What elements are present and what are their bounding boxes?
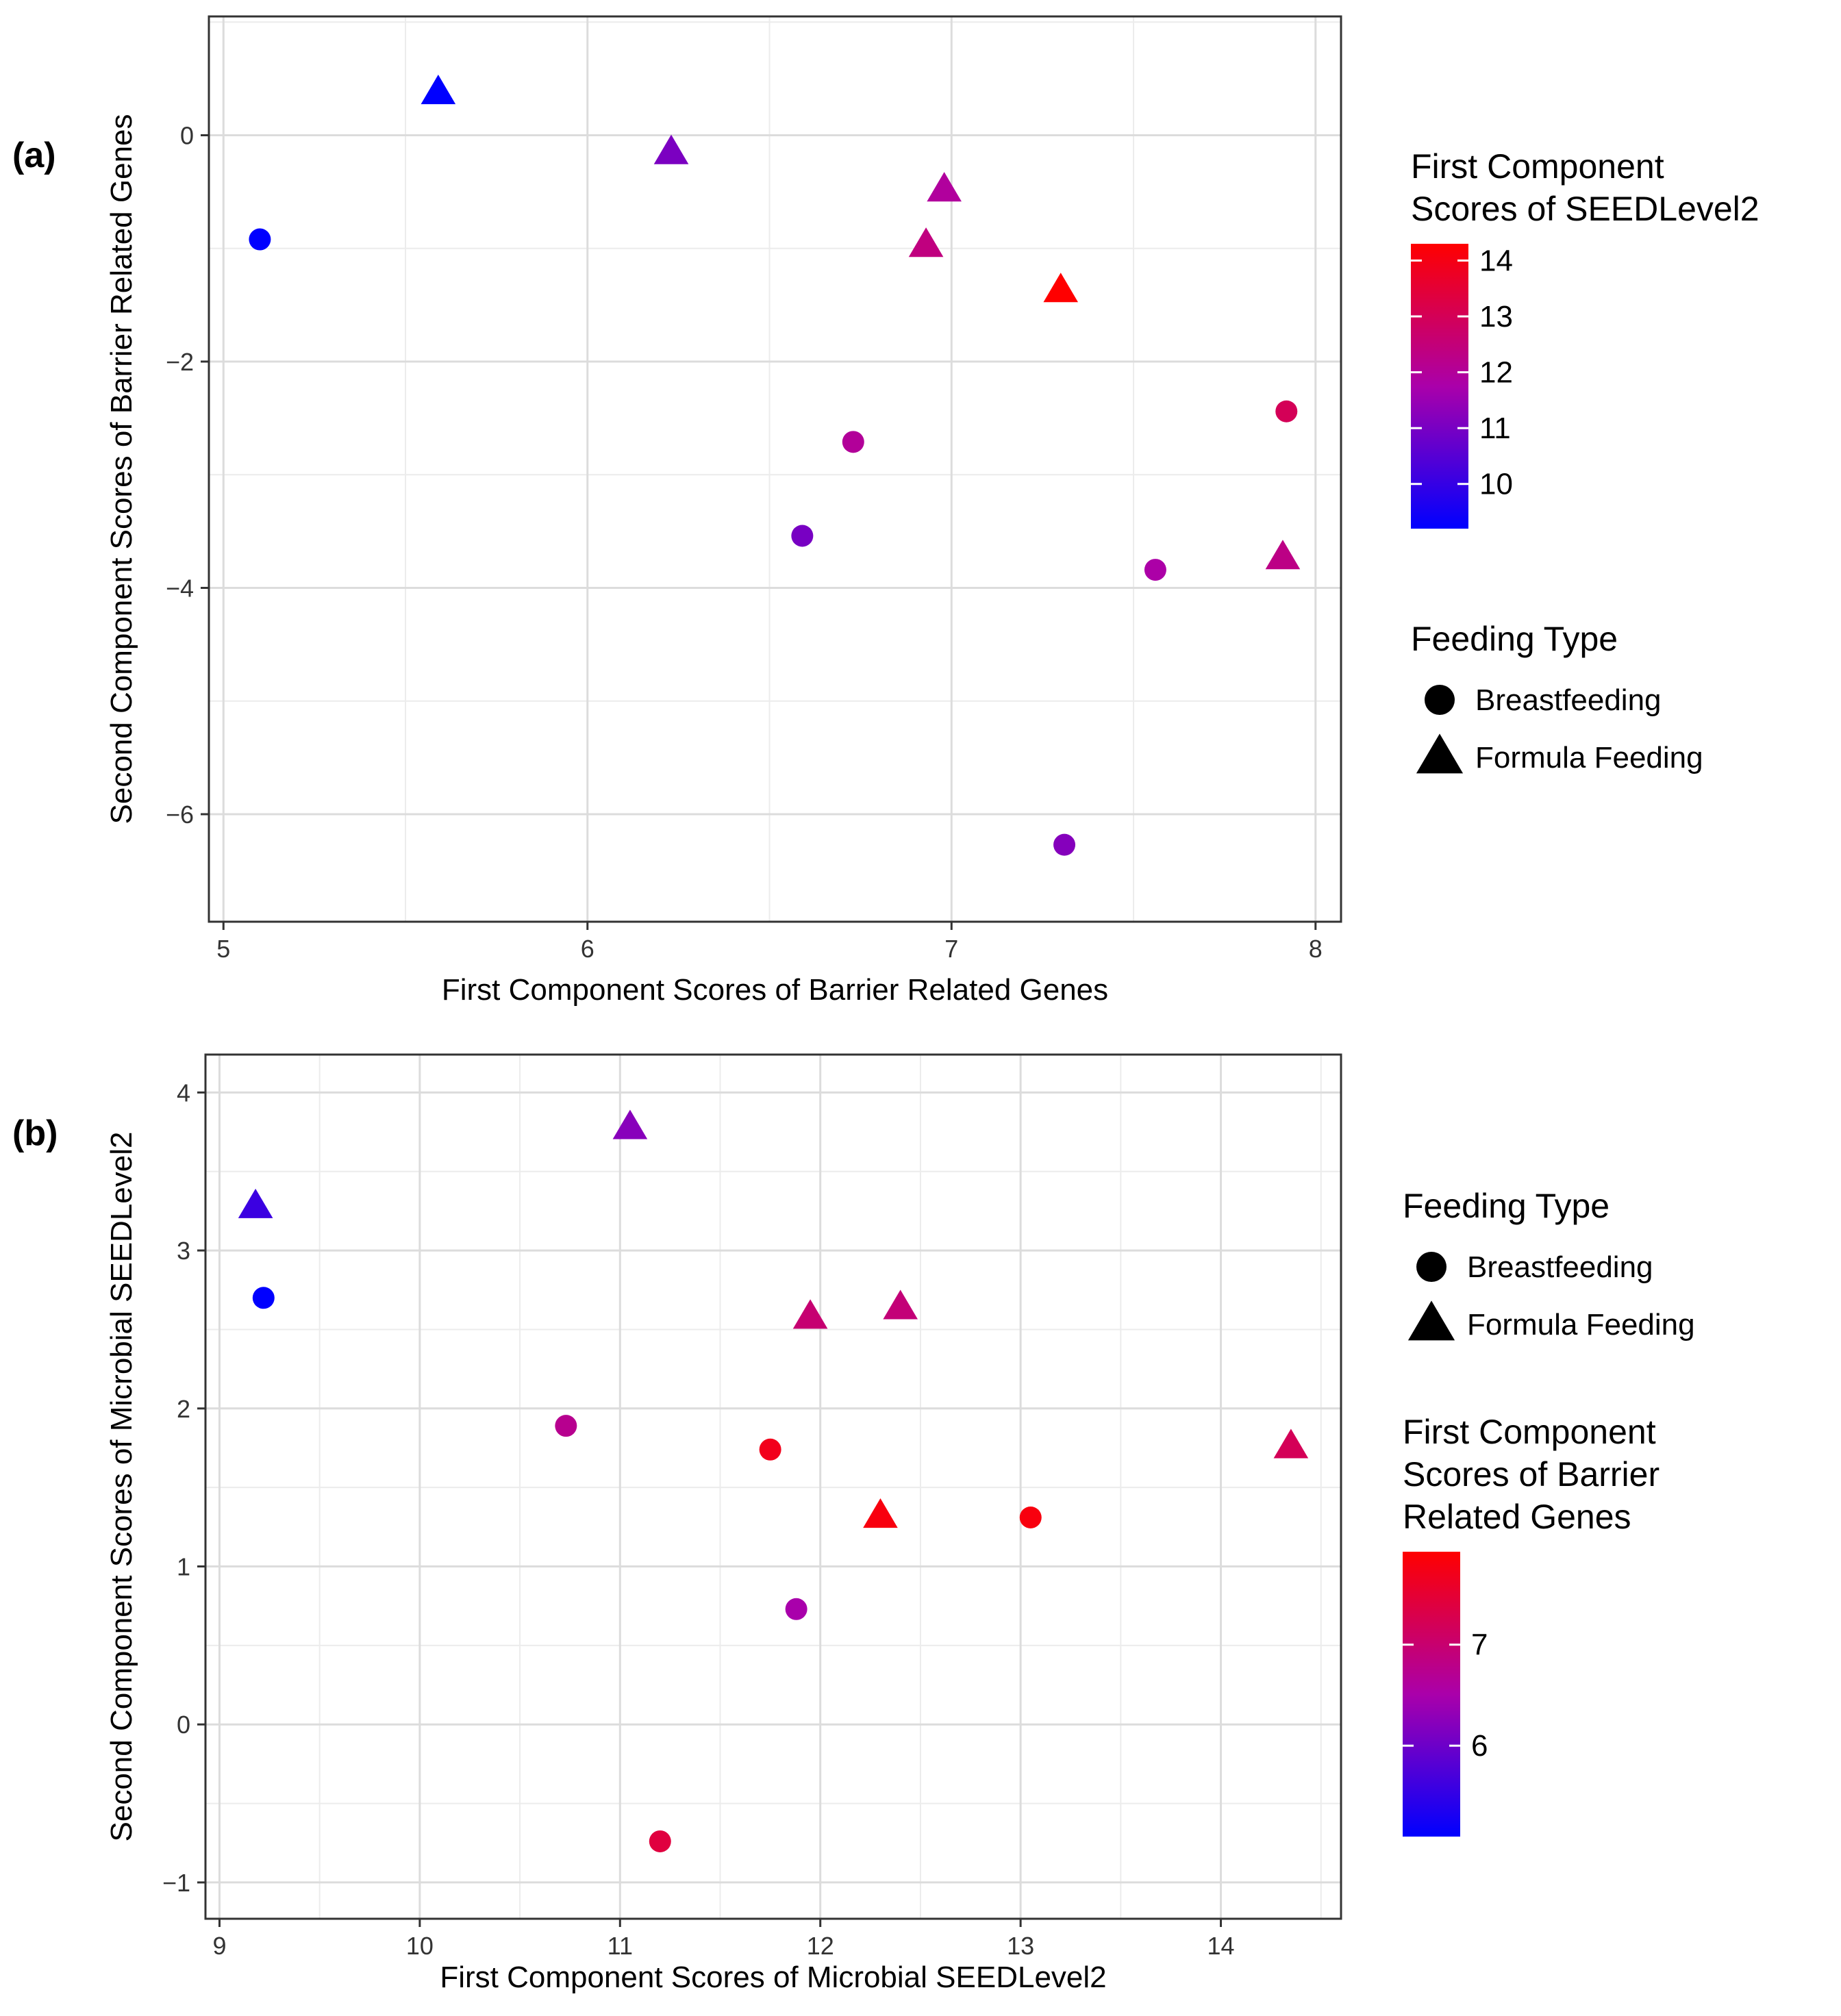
x-tick-label: 14 xyxy=(1207,1932,1235,1960)
y-axis-title: Second Component Scores of Barrier Relat… xyxy=(105,114,138,824)
shape-legend-title: Feeding Type xyxy=(1411,620,1618,658)
color-legend-title-line: First Component xyxy=(1411,147,1664,186)
point-breastfeeding xyxy=(649,1830,671,1852)
colorbar-tick-label: 13 xyxy=(1479,300,1513,333)
point-breastfeeding xyxy=(249,228,271,251)
point-breastfeeding xyxy=(1053,833,1076,856)
point-breastfeeding xyxy=(842,431,864,453)
y-tick-label: −2 xyxy=(166,348,194,376)
legend-label-breastfeeding: Breastfeeding xyxy=(1475,683,1662,717)
x-axis-title: First Component Scores of Barrier Relate… xyxy=(442,973,1108,1007)
point-formula-feeding xyxy=(908,227,944,257)
point-formula-feeding xyxy=(883,1289,918,1320)
point-breastfeeding xyxy=(759,1438,781,1461)
shape-legend-title: Feeding Type xyxy=(1403,1187,1610,1225)
plot-border xyxy=(208,15,1342,923)
x-tick-label: 11 xyxy=(608,1932,633,1960)
y-tick-label: −1 xyxy=(162,1869,190,1897)
x-tick-label: 8 xyxy=(1309,935,1323,963)
colorbar xyxy=(1411,244,1468,529)
point-breastfeeding xyxy=(791,525,814,547)
y-tick-label: 0 xyxy=(180,122,194,150)
point-formula-feeding xyxy=(612,1109,648,1139)
panel-a: 5 6 7 8 0 −2 −4 −6 First Component Scores of Bar… xyxy=(105,15,1759,1007)
legend-label-breastfeeding: Breastfeeding xyxy=(1467,1250,1653,1284)
x-tick-label: 6 xyxy=(581,935,594,963)
point-formula-feeding xyxy=(792,1299,828,1329)
colorbar xyxy=(1403,1552,1460,1837)
point-formula-feeding xyxy=(238,1188,273,1218)
y-tick-label: 3 xyxy=(177,1237,190,1265)
x-tick-label: 9 xyxy=(212,1932,226,1960)
plot-border xyxy=(204,1053,1342,1920)
colorbar-tick-label: 10 xyxy=(1479,468,1513,501)
plot-background xyxy=(205,1055,1341,1919)
point-breastfeeding xyxy=(252,1287,275,1309)
point-formula-feeding xyxy=(927,172,962,202)
y-tick-label: 1 xyxy=(177,1553,190,1581)
plot-background xyxy=(209,16,1341,922)
x-tick-label: 12 xyxy=(807,1932,834,1960)
legend-key-triangle xyxy=(1416,733,1464,774)
legend-key-circle xyxy=(1416,1252,1446,1282)
point-formula-feeding xyxy=(1265,540,1301,570)
color-legend-title-line: Scores of Barrier xyxy=(1403,1455,1660,1494)
point-breastfeeding xyxy=(555,1415,577,1437)
panel-b-label: (b) xyxy=(12,1113,58,1153)
colorbar-tick-label: 11 xyxy=(1479,412,1511,445)
point-formula-feeding xyxy=(421,75,456,105)
color-legend-title-line: Related Genes xyxy=(1403,1498,1631,1536)
point-formula-feeding xyxy=(1043,273,1079,303)
colorbar-tick-label: 7 xyxy=(1471,1628,1488,1662)
y-axis-title: Second Component Scores of Microbial SEE… xyxy=(105,1132,138,1842)
point-formula-feeding xyxy=(863,1498,898,1528)
point-breastfeeding xyxy=(1144,559,1166,581)
y-tick-label: 2 xyxy=(177,1395,190,1423)
point-breastfeeding xyxy=(1019,1506,1042,1528)
point-breastfeeding xyxy=(785,1598,807,1620)
colorbar-tick-label: 12 xyxy=(1479,356,1513,390)
x-tick-label: 13 xyxy=(1007,1932,1034,1960)
panel-a-label: (a) xyxy=(12,136,56,175)
x-tick-label: 7 xyxy=(944,935,958,963)
legend-key-circle xyxy=(1425,685,1455,715)
legend-label-formula-feeding: Formula Feeding xyxy=(1475,741,1703,774)
colorbar-tick-label: 6 xyxy=(1471,1729,1488,1763)
point-formula-feeding xyxy=(1273,1428,1309,1459)
y-tick-label: −4 xyxy=(166,575,194,603)
colorbar-tick-label: 14 xyxy=(1479,244,1513,277)
x-tick-label: 5 xyxy=(216,935,230,963)
x-tick-label: 10 xyxy=(406,1932,434,1960)
color-legend-title-line: Scores of SEEDLevel2 xyxy=(1411,190,1759,228)
color-legend-title-line: First Component xyxy=(1403,1413,1656,1451)
point-breastfeeding xyxy=(1275,400,1298,423)
y-tick-label: 0 xyxy=(177,1711,190,1739)
legend-label-formula-feeding: Formula Feeding xyxy=(1467,1308,1695,1341)
x-axis-title: First Component Scores of Microbial SEED… xyxy=(440,1961,1106,1994)
y-tick-label: 4 xyxy=(177,1079,190,1107)
legend-key-triangle xyxy=(1407,1300,1455,1341)
y-tick-label: −6 xyxy=(166,801,194,829)
point-formula-feeding xyxy=(653,134,689,164)
